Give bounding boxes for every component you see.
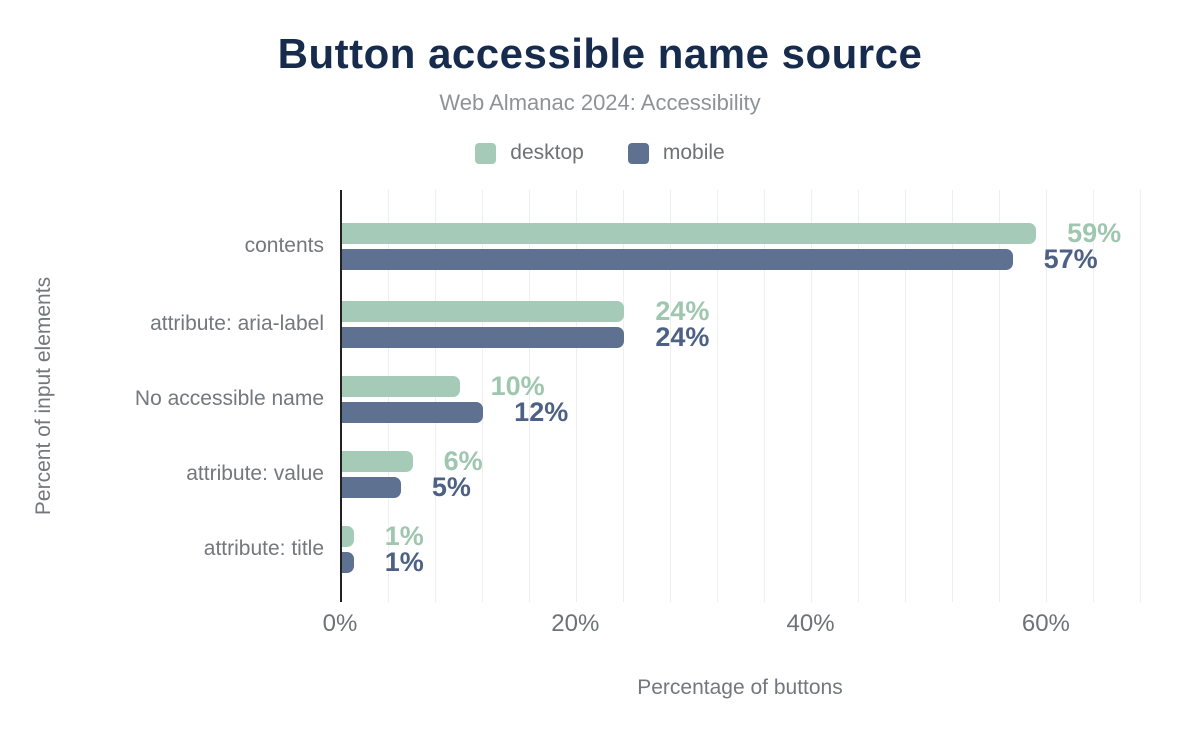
category-label: attribute: value bbox=[186, 462, 324, 485]
value-label-desktop-4: 6% bbox=[443, 445, 483, 476]
bar-mobile-4 bbox=[342, 476, 401, 498]
chart-subtitle: Web Almanac 2024: Accessibility bbox=[439, 90, 761, 115]
category-label: No accessible name bbox=[134, 387, 324, 410]
value-label-mobile-3: 12% bbox=[514, 396, 569, 427]
bar-mobile-5 bbox=[342, 551, 354, 573]
value-label-mobile-5: 1% bbox=[384, 546, 424, 577]
legend-label-mobile: mobile bbox=[662, 141, 725, 164]
bar-desktop-2 bbox=[342, 300, 625, 322]
value-label-mobile-1: 57% bbox=[1043, 243, 1098, 274]
legend-label-desktop: desktop bbox=[510, 141, 584, 164]
value-label-desktop-2: 24% bbox=[655, 295, 710, 326]
value-label-mobile-4: 5% bbox=[431, 471, 471, 502]
x-tick-0%: 0% bbox=[322, 610, 358, 637]
value-label-desktop-3: 10% bbox=[490, 370, 545, 401]
x-tick-20%: 20% bbox=[551, 610, 600, 637]
value-label-desktop-1: 59% bbox=[1067, 217, 1122, 248]
x-axis-title: Percentage of buttons bbox=[637, 676, 843, 699]
bar-mobile-2 bbox=[342, 326, 625, 348]
bar-desktop-4 bbox=[342, 450, 413, 472]
bar-mobile-3 bbox=[342, 401, 484, 423]
mobile-color-swatch bbox=[627, 142, 649, 164]
category-label: attribute: aria-label bbox=[150, 312, 324, 335]
value-label-desktop-5: 1% bbox=[384, 520, 424, 551]
bar-desktop-5 bbox=[342, 525, 354, 547]
bar-mobile-1 bbox=[342, 248, 1013, 270]
category-label: attribute: title bbox=[203, 537, 324, 560]
x-tick-60%: 60% bbox=[1021, 610, 1070, 637]
desktop-color-swatch bbox=[475, 142, 497, 164]
x-tick-40%: 40% bbox=[786, 610, 835, 637]
legend-item-mobile: mobile bbox=[627, 141, 725, 165]
value-label-mobile-2: 24% bbox=[655, 321, 710, 352]
plot-area: 59% 57% 24% 24% 10% 12% 6% 5% 1% 1% bbox=[340, 190, 1142, 602]
chart-title: Button accessible name source bbox=[277, 30, 923, 77]
category-label: contents bbox=[244, 234, 324, 257]
legend: desktop mobile bbox=[0, 141, 1200, 165]
bar-desktop-3 bbox=[342, 375, 460, 397]
legend-item-desktop: desktop bbox=[475, 141, 584, 165]
bar-desktop-1 bbox=[342, 222, 1037, 244]
